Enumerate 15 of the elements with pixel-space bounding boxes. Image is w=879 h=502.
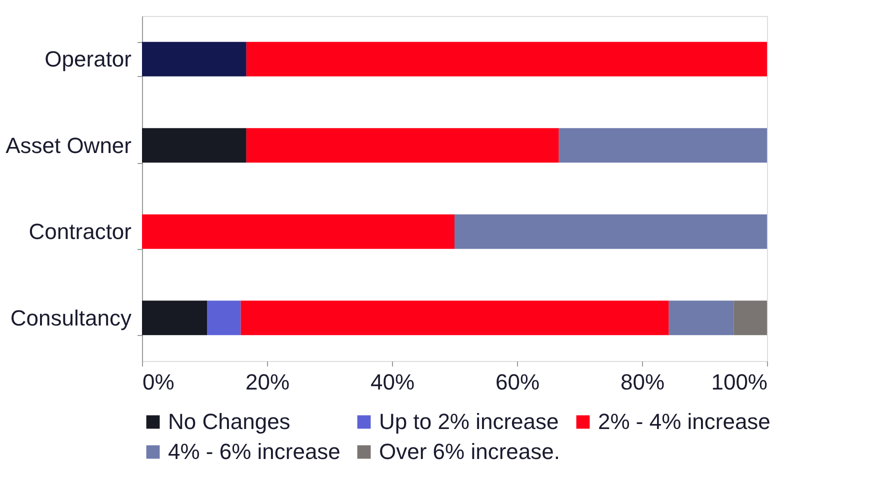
x-tick-label: 20% — [245, 370, 290, 394]
legend-label: Over 6% increase. — [379, 439, 560, 464]
x-tick-label: 40% — [370, 370, 415, 394]
legend-label: Up to 2% increase — [379, 409, 559, 434]
x-tick-label: 0% — [142, 370, 174, 394]
legend-label: No Changes — [168, 409, 290, 434]
x-tick-label: 80% — [620, 370, 665, 394]
y-tick-label: Operator — [44, 46, 132, 72]
x-tick-label: 100% — [711, 370, 768, 394]
y-tick-label: Asset Owner — [6, 132, 132, 158]
legend-label: 2% - 4% increase — [598, 409, 770, 434]
y-tick-label: Contractor — [28, 219, 132, 244]
x-tick-label: 60% — [495, 370, 540, 394]
y-tick-label: Consultancy — [10, 305, 132, 330]
legend-label: 4% - 6% increase — [168, 439, 340, 464]
